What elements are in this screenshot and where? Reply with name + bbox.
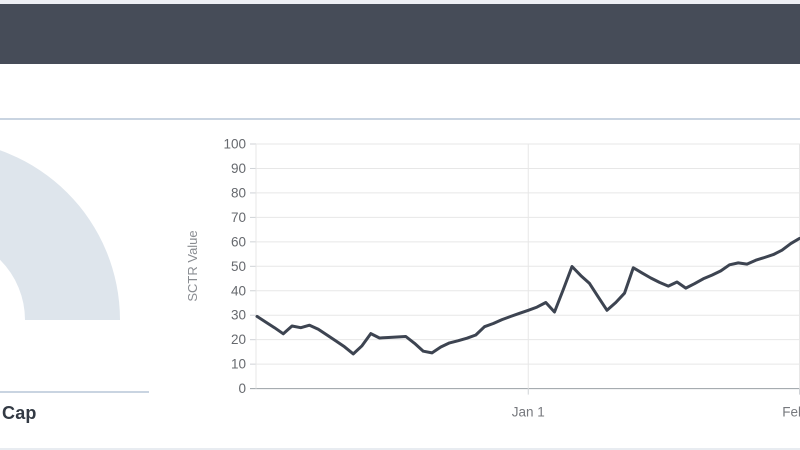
y-axis-title: SCTR Value — [185, 230, 200, 301]
y-tick-label: 100 — [223, 137, 246, 152]
y-tick-label: 70 — [231, 210, 246, 225]
gauge-caption: Cap — [2, 403, 37, 423]
top-accent-strip — [0, 0, 800, 4]
sctr-line-chart[interactable]: 0 10 20 30 40 50 60 70 80 90 100 Jan 1 Feb 1 SCTR Val… — [180, 130, 800, 425]
y-tick-label: 90 — [231, 161, 246, 176]
app-header — [0, 4, 800, 64]
y-tick-label: 10 — [231, 357, 246, 372]
y-tick-label: 0 — [238, 381, 246, 396]
x-tick-label: Feb 1 — [782, 405, 800, 420]
gauge-arc — [0, 150, 120, 320]
bottom-divider — [0, 448, 800, 450]
sctr-series-line — [255, 236, 800, 356]
y-tick-label: 20 — [231, 332, 246, 347]
x-tick-label: Jan 1 — [512, 405, 545, 420]
y-tick-label: 40 — [231, 283, 246, 298]
y-tick-label: 80 — [231, 185, 246, 200]
panel-divider — [0, 118, 800, 120]
gauge-divider — [0, 391, 149, 393]
y-tick-label: 30 — [231, 308, 246, 323]
y-tick-label: 60 — [231, 234, 246, 249]
y-tick-label: 50 — [231, 259, 246, 274]
gauge-arc-shape — [0, 150, 120, 320]
